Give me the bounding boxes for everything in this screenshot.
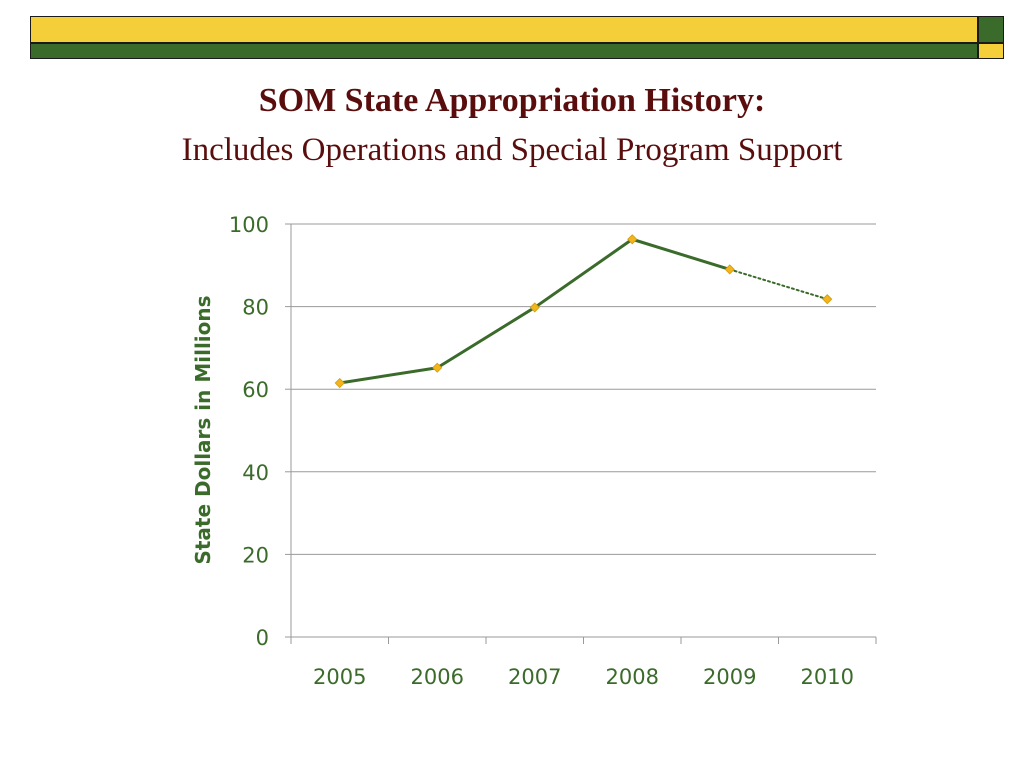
tick-labels: 0 20 40 60 80 100 2005 2006 2007 2008 2009 2010 — [229, 213, 854, 689]
data-point-2005 — [334, 377, 345, 389]
series — [334, 234, 833, 389]
data-point-2007 — [529, 302, 540, 313]
header-band-green — [30, 43, 978, 59]
y-tick-label: 80 — [242, 296, 269, 320]
axes — [285, 223, 877, 644]
gridlines — [291, 223, 876, 555]
header-square-green — [978, 16, 1004, 43]
x-tick-label-2006: 2006 — [411, 665, 464, 689]
x-tick-label-2005: 2005 — [313, 665, 366, 689]
series-segment — [533, 237, 634, 309]
y-tick-label: 60 — [242, 378, 269, 402]
x-tick-label-2007: 2007 — [508, 665, 561, 689]
data-point-2006 — [432, 362, 443, 373]
x-tick-label-2008: 2008 — [606, 665, 659, 689]
y-tick-label: 20 — [242, 543, 269, 567]
data-point-2009 — [724, 264, 735, 275]
y-tick-label: 100 — [229, 213, 269, 237]
data-point-2008 — [627, 234, 638, 245]
series-segment — [435, 305, 537, 370]
slide-title: SOM State Appropriation History: — [258, 82, 766, 119]
series-segment — [338, 366, 439, 385]
y-tick-label: 0 — [256, 626, 269, 650]
data-point-2010 — [822, 294, 833, 305]
header-square-yellow — [978, 43, 1004, 59]
x-tick-label-2010: 2010 — [801, 665, 854, 689]
y-tick-label: 40 — [242, 461, 269, 485]
series-segment — [630, 237, 732, 271]
series-segment-projected — [728, 268, 829, 301]
header-band-yellow — [30, 16, 978, 43]
y-axis-title: State Dollars in Millions — [191, 295, 215, 564]
x-tick-label-2009: 2009 — [703, 665, 756, 689]
slide-subtitle: Includes Operations and Special Program … — [181, 132, 843, 168]
